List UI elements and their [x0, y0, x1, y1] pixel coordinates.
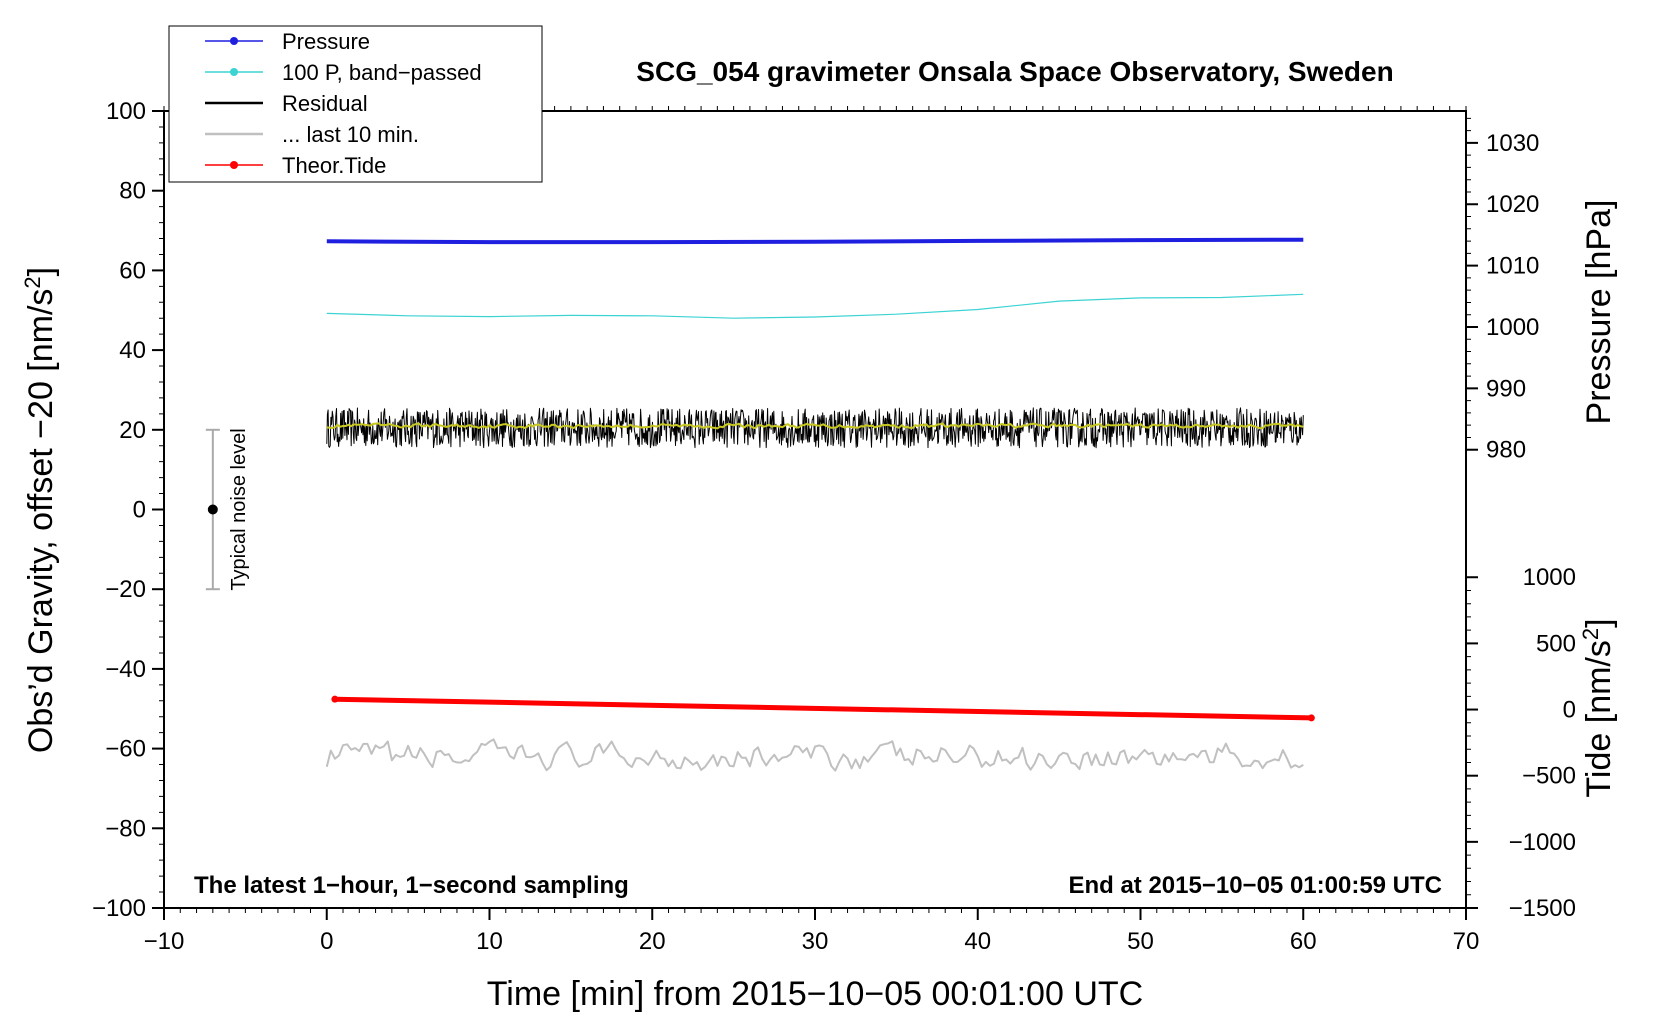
legend-marker — [230, 161, 238, 169]
y-minor-ticks — [159, 110, 164, 909]
pressure-tick-label: 1020 — [1486, 191, 1539, 218]
y-tick-label: 80 — [119, 178, 146, 205]
y-tick-label: 0 — [133, 497, 146, 524]
tide-axis-ticks: −1500 −1000 −500 0 500 1000 — [1466, 564, 1576, 922]
pressure-tick-label: 1010 — [1486, 253, 1539, 280]
x-axis-title: Time [min] from 2015−10−05 00:01:00 UTC — [487, 975, 1143, 1013]
plot-frame — [163, 110, 1467, 909]
y-tick-label: 40 — [119, 337, 146, 364]
noise-level-label: Typical noise level — [228, 428, 250, 590]
tide-axis-title-end: ] — [1580, 618, 1618, 627]
annotation-end-time: End at 2015−10−05 01:00:59 UTC — [1068, 872, 1442, 899]
annotation-sampling: The latest 1−hour, 1−second sampling — [194, 872, 629, 899]
series-residual — [326, 407, 1304, 449]
x-tick-label: 20 — [639, 928, 666, 955]
minor-ticks — [159, 106, 1467, 913]
pressure-tick-label: 1000 — [1486, 314, 1539, 341]
y-axis-title-end: ] — [22, 267, 60, 276]
tide-axis-title: Tide [nm/s2] — [1578, 618, 1618, 797]
y-tick-label: 20 — [119, 417, 146, 444]
tide-start-marker — [331, 695, 339, 703]
legend-label: ... last 10 min. — [282, 122, 419, 147]
y-axis-title: Obs’d Gravity, offset −20 [nm/s2] — [20, 267, 60, 753]
pressure-tick-label: 1030 — [1486, 130, 1539, 157]
x-minor-ticks — [163, 106, 1467, 913]
pressure-tick-label: 990 — [1486, 375, 1526, 402]
y-tick-label: 60 — [119, 257, 146, 284]
tide-tick-label: 500 — [1536, 630, 1576, 657]
series-group — [325, 237, 1315, 772]
tide-tick-label: −1000 — [1509, 829, 1576, 856]
series-pressure — [326, 237, 1304, 245]
x-tick-label: 30 — [802, 928, 829, 955]
noise-level-indicator: Typical noise level — [205, 428, 250, 591]
y-tick-label: 100 — [106, 98, 146, 125]
x-axis-ticks: −10 0 10 20 30 40 50 60 70 — [144, 908, 1480, 955]
x-tick-label: 60 — [1290, 928, 1317, 955]
x-tick-label: 10 — [476, 928, 503, 955]
tide-end-marker — [1307, 714, 1315, 722]
legend-label: 100 P, band−passed — [282, 60, 482, 85]
x-tick-label: 70 — [1453, 928, 1480, 955]
legend-label: Residual — [282, 91, 368, 116]
tide-axis-title-sup: 2 — [1578, 628, 1603, 640]
tide-tick-label: 1000 — [1523, 564, 1576, 591]
x-tick-label: 50 — [1127, 928, 1154, 955]
tide-minor-ticks — [1466, 576, 1471, 909]
series-last-10-min — [325, 738, 1304, 772]
x-tick-label: 0 — [320, 928, 333, 955]
series-theor-tide — [334, 696, 1312, 721]
legend-marker — [230, 37, 238, 45]
y-tick-label: −40 — [105, 656, 146, 683]
tide-axis-title-main: Tide [nm/s — [1580, 640, 1618, 797]
series-residual-smoothed — [326, 422, 1304, 430]
pressure-minor-ticks — [1466, 117, 1471, 451]
y-tick-label: −20 — [105, 576, 146, 603]
tide-tick-label: −1500 — [1509, 895, 1576, 922]
noise-bar-center-dot — [207, 504, 218, 515]
chart-title: SCG_054 gravimeter Onsala Space Observat… — [636, 56, 1393, 87]
tide-tick-label: −500 — [1522, 763, 1576, 790]
pressure-axis-title: Pressure [hPa] — [1580, 200, 1618, 425]
pressure-axis-ticks: 980 990 1000 1010 1020 1030 — [1466, 117, 1539, 464]
x-tick-label: −10 — [144, 928, 185, 955]
y-tick-label: −80 — [105, 815, 146, 842]
legend-marker — [230, 68, 238, 76]
pressure-tick-label: 980 — [1486, 437, 1526, 464]
y-axis-ticks: −100 −80 −60 −40 −20 0 20 40 60 80 100 — [92, 98, 164, 922]
y-tick-label: −60 — [105, 736, 146, 763]
y-axis-title-main: Obs’d Gravity, offset −20 [nm/s — [22, 289, 60, 754]
series-band-passed — [326, 293, 1304, 319]
x-tick-label: 40 — [964, 928, 991, 955]
y-tick-label: −100 — [92, 895, 146, 922]
legend-label: Theor.Tide — [282, 153, 386, 178]
legend: Pressure 100 P, band−passed Residual ... la… — [168, 25, 543, 183]
legend-label: Pressure — [282, 29, 370, 54]
y-axis-title-sup: 2 — [20, 276, 45, 288]
tide-tick-label: 0 — [1563, 697, 1576, 724]
